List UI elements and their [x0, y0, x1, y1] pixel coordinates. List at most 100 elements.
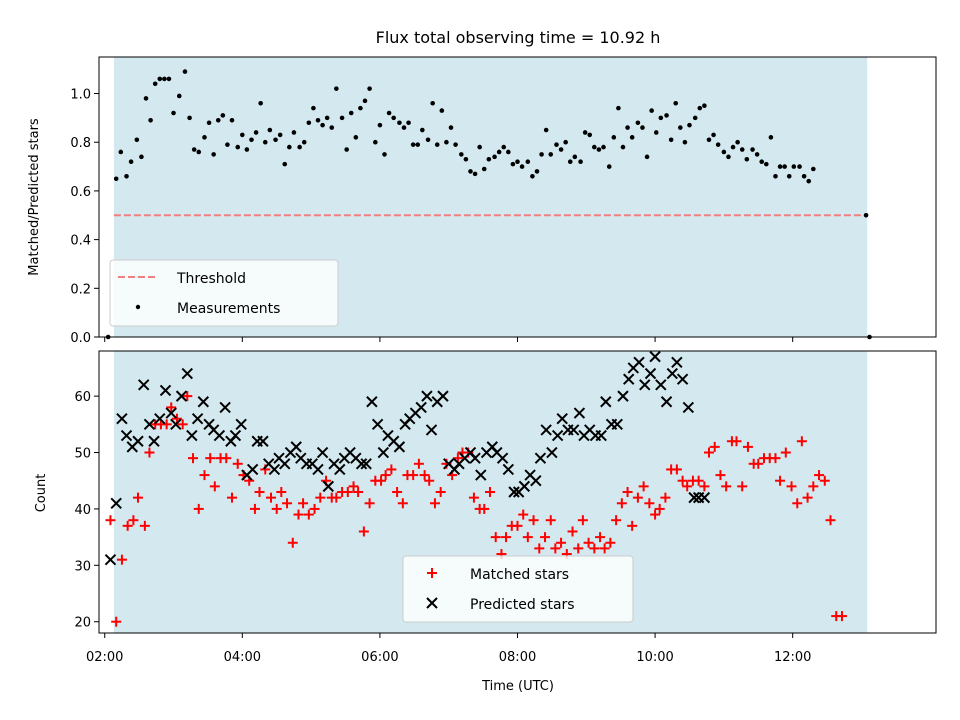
matched-star-point: [534, 543, 545, 554]
predicted-star-point: [534, 452, 547, 464]
measurement-point: [501, 144, 507, 150]
top-panel: 0.0 0.2 0.4 0.6 0.8 1.0 Matched/Predicted sta…: [27, 56, 937, 346]
predicted-star-point: [655, 379, 667, 391]
matched-star-point: [298, 498, 309, 509]
measurement-point: [539, 152, 544, 157]
predicted-star-point: [415, 401, 427, 414]
matched-star-point: [808, 481, 819, 492]
cross-b: [219, 401, 231, 414]
matched-star-point: [408, 470, 419, 481]
measurement-point: [806, 178, 812, 184]
measurement-point: [362, 98, 368, 104]
cross-b: [676, 373, 689, 385]
cross-b: [573, 407, 586, 419]
cross-b: [382, 429, 394, 442]
measurement-point: [463, 156, 469, 162]
matched-star-point: [271, 503, 282, 514]
predicted-star-point: [120, 429, 133, 442]
measurement-point: [791, 164, 797, 169]
matched-star-point: [199, 470, 210, 481]
measurement-points: [105, 69, 872, 340]
matched-star-point: [132, 492, 143, 503]
measurement-point: [211, 152, 216, 157]
predicted-star-point: [355, 458, 368, 470]
cross-b: [475, 469, 487, 481]
measurement-point: [649, 108, 654, 113]
cross-b: [393, 441, 406, 453]
measurement-point: [448, 125, 454, 130]
predicted-star-point: [116, 412, 128, 425]
matched-star-point: [814, 470, 825, 481]
measurement-point: [644, 154, 650, 160]
cross-b: [524, 469, 536, 481]
y-tick-label: 0.6: [70, 185, 91, 200]
predicted-star-point: [551, 429, 564, 442]
measurement-point: [315, 118, 321, 123]
x-tick-label: 08:00: [499, 650, 536, 665]
matched-star-point: [419, 470, 430, 481]
cross-b: [246, 463, 259, 476]
measurement-point: [678, 125, 683, 130]
x-tick-label: 06:00: [361, 650, 398, 665]
measurement-point: [730, 144, 736, 150]
matched-star-point: [397, 498, 408, 509]
matched-star-point: [540, 532, 551, 543]
matched-star-point: [693, 475, 704, 486]
matched-star-point: [583, 537, 594, 548]
measurement-point: [244, 147, 250, 152]
matched-star-point: [490, 532, 501, 543]
cross-b: [290, 441, 302, 453]
matched-star-point: [644, 498, 655, 509]
measurement-point: [543, 127, 549, 133]
measurement-point: [353, 135, 359, 140]
matched-star-point: [413, 458, 424, 469]
measurement-point: [348, 110, 354, 116]
measurement-point: [262, 139, 268, 145]
predicted-star-point: [181, 367, 193, 380]
predicted-star-point: [682, 401, 695, 414]
measurement-point: [735, 139, 740, 145]
matched-star-point: [116, 554, 127, 565]
measurement-point: [578, 159, 583, 164]
top-y-axis-label: Matched/Predicted stars: [27, 118, 42, 276]
measurement-point: [510, 161, 516, 167]
measurement-point: [439, 108, 445, 113]
predicted-star-point: [688, 491, 700, 504]
matched-star-point: [522, 532, 533, 543]
cross-b: [671, 356, 683, 368]
measurement-point: [306, 120, 312, 126]
predicted-star-point: [698, 491, 711, 504]
measurement-point: [143, 96, 149, 101]
cross-b: [415, 401, 427, 414]
cross-b: [551, 429, 564, 442]
measurement-point: [653, 130, 659, 135]
predicted-star-point: [334, 463, 346, 476]
matched-star-point: [819, 475, 830, 486]
matched-star-point: [249, 503, 260, 514]
predicted-star-point: [175, 390, 188, 402]
measurement-point: [572, 154, 578, 160]
cross-b: [273, 452, 285, 464]
matched-star-point: [677, 475, 688, 486]
measurement-point: [249, 137, 254, 143]
predicted-star-point: [104, 553, 117, 566]
matched-star-point: [709, 441, 720, 452]
measurement-point: [534, 169, 540, 174]
cross-b: [540, 424, 552, 436]
x-tick-label: 10:00: [636, 650, 673, 665]
cross-b: [181, 367, 193, 380]
measurement-point: [682, 139, 688, 145]
legend-measurements-swatch: [135, 304, 141, 310]
matched-star-point: [376, 475, 387, 486]
predicted-star-point: [312, 463, 324, 476]
cross-b: [426, 597, 438, 609]
cross-b: [159, 384, 172, 397]
measurement-point: [777, 164, 783, 169]
measurement-point: [797, 164, 802, 169]
predicted-star-point: [219, 401, 231, 414]
matched-star-point: [128, 515, 139, 526]
cross-b: [437, 390, 449, 402]
matched-star-point: [380, 470, 391, 481]
y-tick-label: 20: [74, 616, 91, 631]
y-tick-label: 40: [74, 503, 91, 518]
